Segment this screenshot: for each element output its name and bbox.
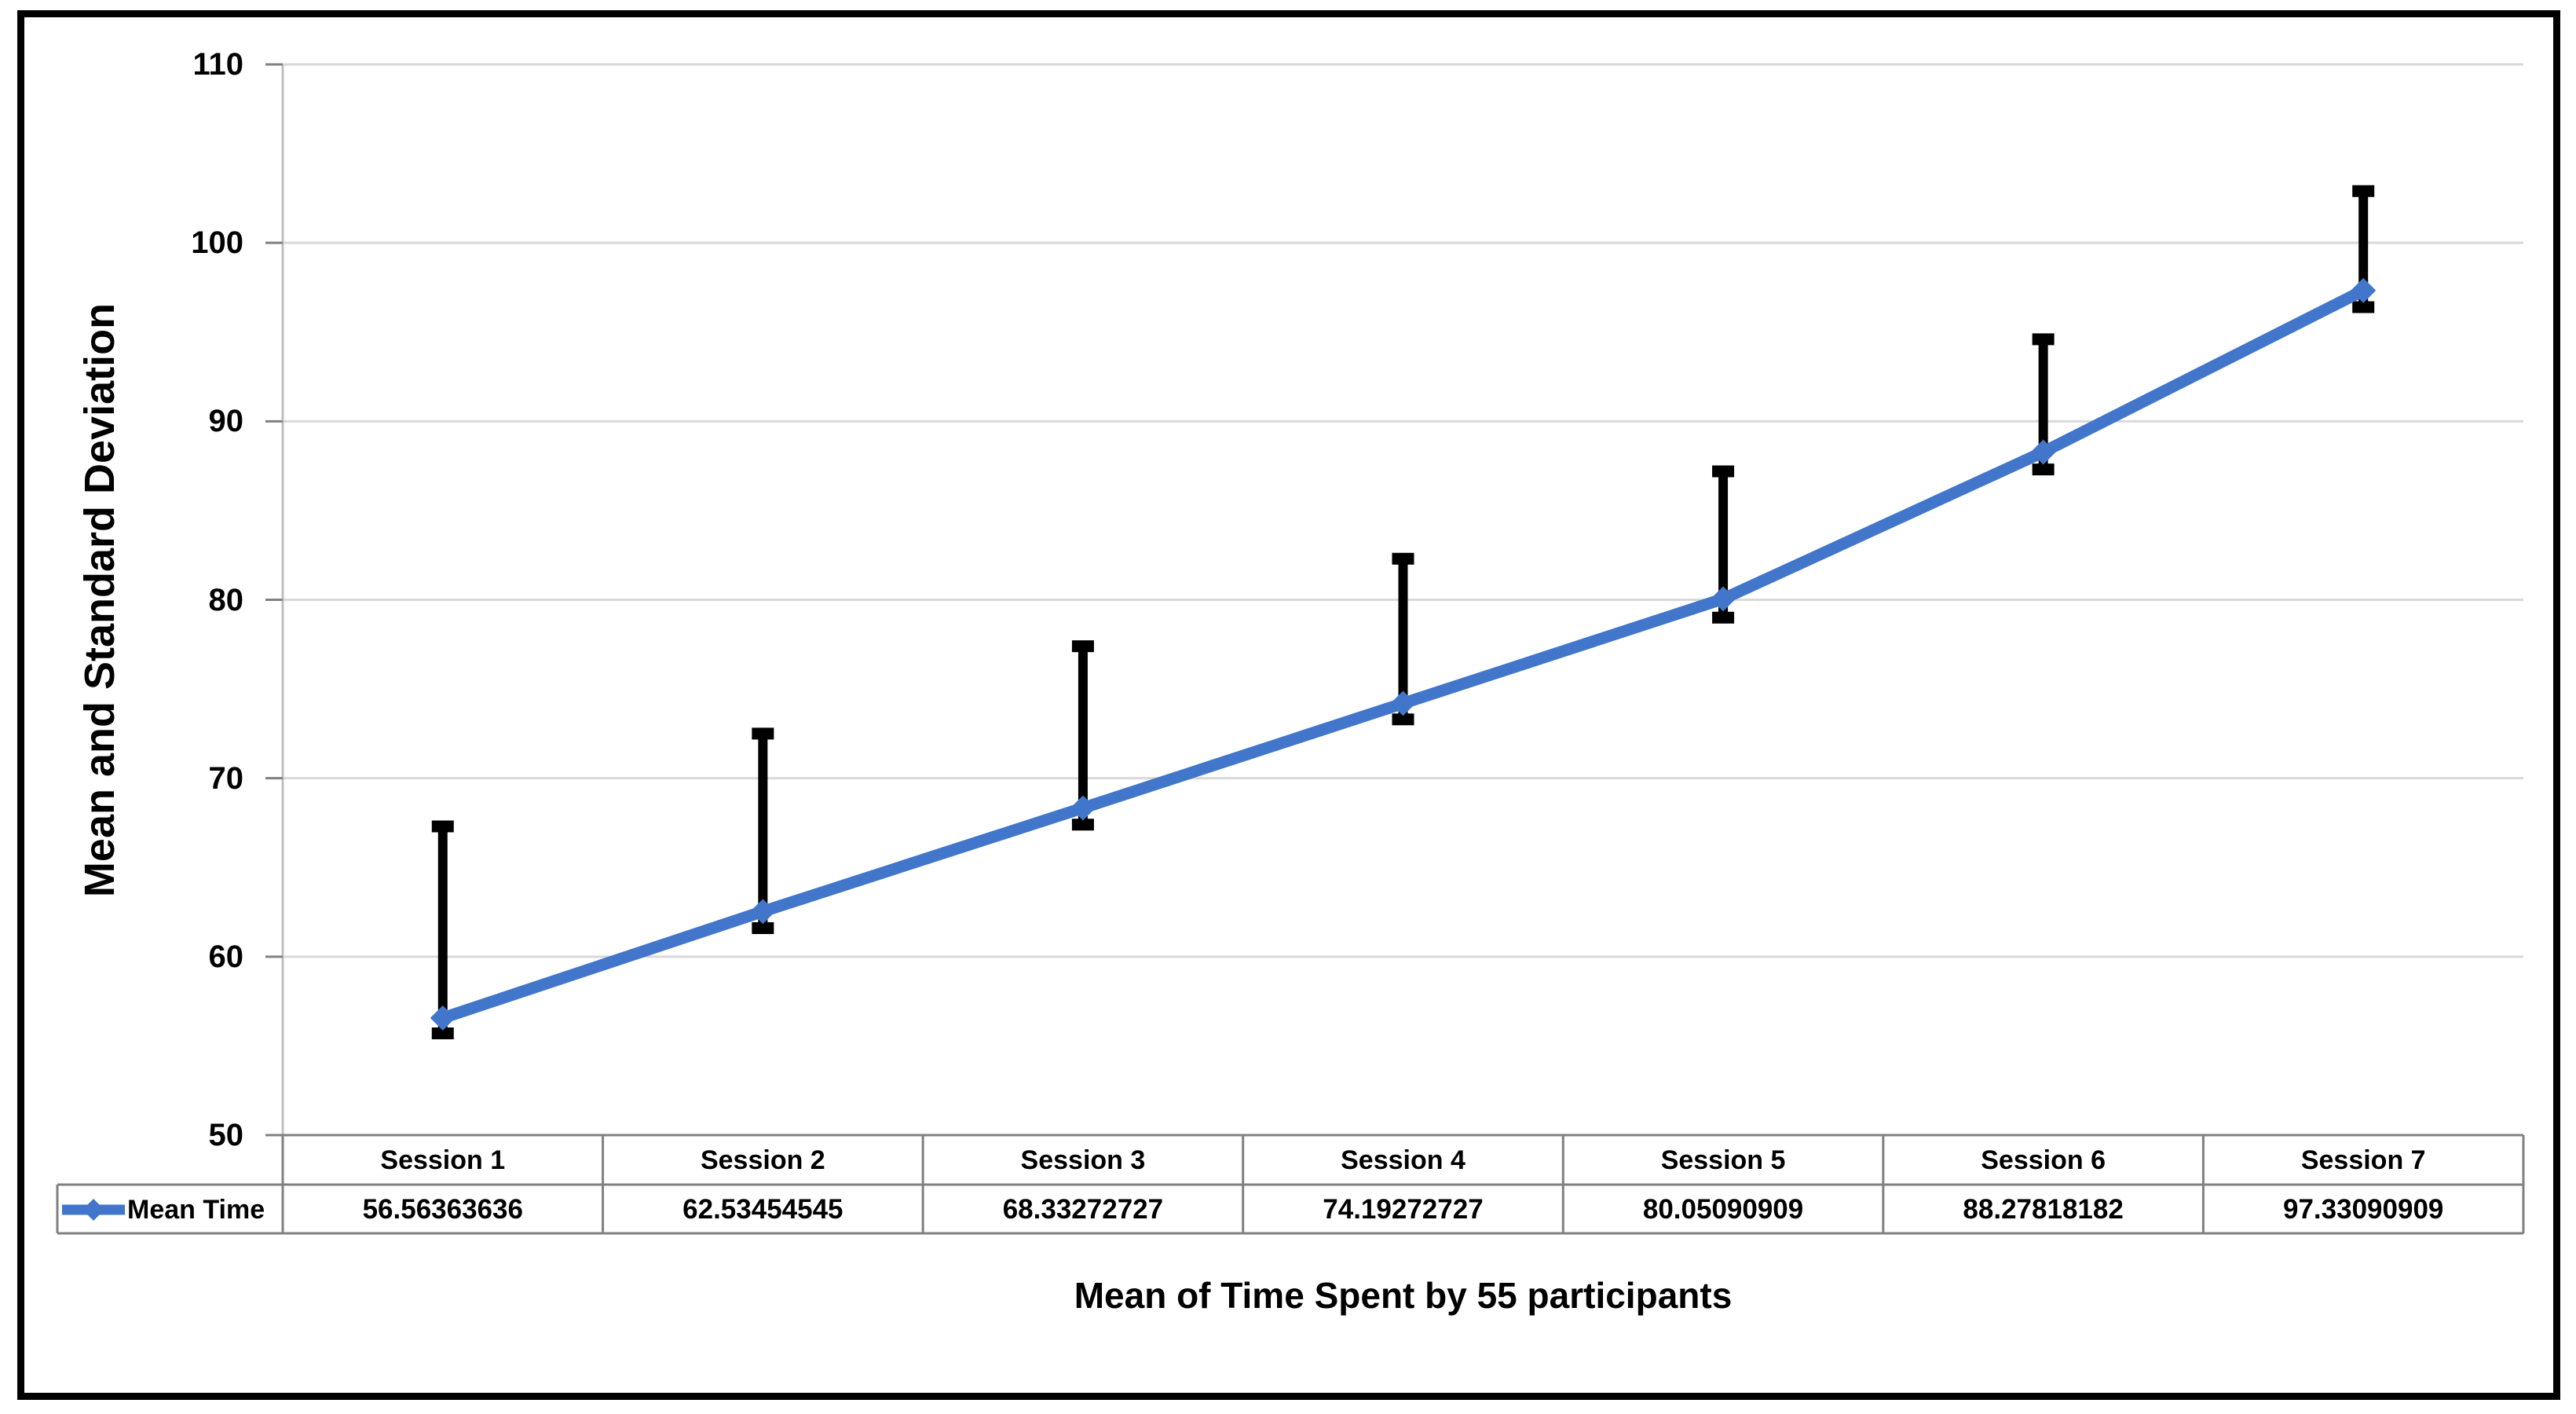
data-point-marker — [1390, 691, 1416, 716]
table-header-cell: Session 6 — [1981, 1145, 2106, 1175]
data-point-marker — [2351, 277, 2377, 303]
table-header-cell: Session 7 — [2300, 1145, 2426, 1175]
table-header-cell: Session 4 — [1341, 1145, 1465, 1175]
legend-key-cell: Mean Time — [60, 1187, 281, 1233]
y-axis-tick-label: 80 — [208, 582, 244, 617]
legend-series-label: Mean Time — [127, 1194, 265, 1225]
data-point-marker — [1070, 795, 1096, 821]
table-header-cell: Session 3 — [1020, 1145, 1146, 1175]
data-point-marker — [1711, 586, 1736, 612]
table-header-cell: Session 1 — [380, 1145, 506, 1175]
table-value-cell: 80.05090909 — [1642, 1194, 1804, 1225]
data-table-borders — [56, 1134, 2525, 1235]
data-point-marker — [750, 899, 776, 925]
legend-line-marker-icon — [62, 1199, 125, 1221]
table-header-cell: Session 2 — [700, 1145, 825, 1175]
table-value-cell: 97.33090909 — [2283, 1194, 2444, 1225]
table-value-cell: 62.53454545 — [682, 1194, 843, 1225]
series-markers — [430, 277, 2377, 1031]
x-axis-title: Mean of Time Spent by 55 participants — [1074, 1275, 1733, 1316]
table-value-cell: 56.56363636 — [362, 1194, 523, 1225]
y-axis-tick-label: 90 — [208, 404, 244, 439]
y-axis-tick-label: 110 — [192, 47, 243, 82]
data-point-marker — [430, 1005, 456, 1031]
y-axis-tick-label: 100 — [191, 225, 243, 261]
chart-outer-border — [17, 10, 2560, 1400]
data-point-marker — [2030, 439, 2056, 465]
y-axis-tick-label: 50 — [208, 1118, 244, 1152]
table-value-cell: 88.27818182 — [1963, 1194, 2124, 1225]
y-axis-tick-label: 70 — [208, 760, 244, 796]
table-header-cell: Session 5 — [1660, 1145, 1786, 1175]
y-axis-ticks — [265, 63, 283, 1137]
y-axis-tick-label: 60 — [208, 939, 244, 974]
table-value-cell: 74.19272727 — [1323, 1194, 1484, 1225]
table-value-cell: 68.33272727 — [1002, 1194, 1164, 1225]
